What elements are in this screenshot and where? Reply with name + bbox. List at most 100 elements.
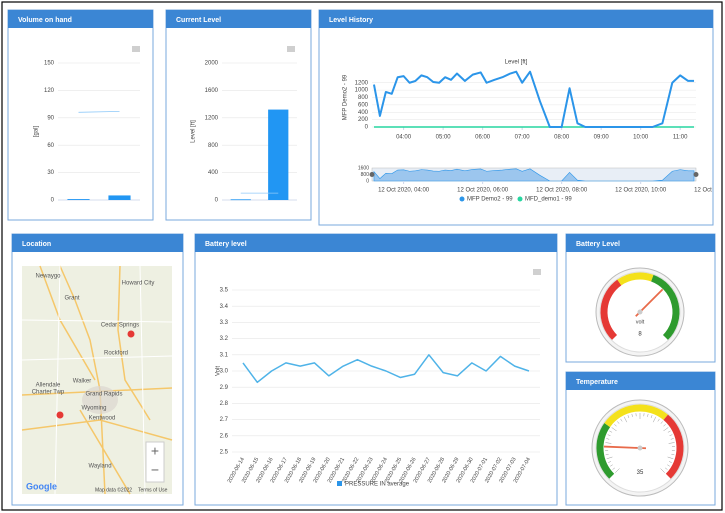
navigator-handle[interactable] xyxy=(369,172,375,177)
y-tick-label: 120 xyxy=(44,88,55,94)
navigator-y-label: 0 xyxy=(366,178,369,184)
gauge-tick xyxy=(623,416,628,423)
series-line xyxy=(242,354,530,384)
gauge-tick xyxy=(614,424,617,427)
gauge-tick xyxy=(617,421,620,424)
legend-label[interactable]: MFP Demo2 - 99 xyxy=(467,197,513,203)
legend-label[interactable]: PRESSURE IN average xyxy=(345,482,410,488)
place-label: Wyoming xyxy=(82,406,107,412)
gauge-tick xyxy=(609,430,613,433)
map-pin[interactable] xyxy=(56,411,64,419)
gauge-tick xyxy=(650,415,653,419)
panel xyxy=(194,233,558,506)
x-tick-label: 05:00 xyxy=(436,135,452,141)
gauge-pivot xyxy=(637,309,643,315)
panel-header xyxy=(195,234,557,252)
navigator-tick-label: 12 Oct 2020, 10:00 xyxy=(615,188,667,194)
y-tick-label: 400 xyxy=(208,170,219,176)
y-tick-label: 200 xyxy=(358,117,369,123)
city-area xyxy=(82,386,118,414)
y-tick-label: 3.2 xyxy=(220,336,229,342)
gauge-tick xyxy=(652,416,657,423)
gauge-tick xyxy=(615,468,620,473)
y-tick-label: 2.6 xyxy=(220,433,229,439)
panel-header xyxy=(566,234,715,252)
gauge-unit: volt xyxy=(636,319,645,325)
gauge-tick xyxy=(660,468,665,473)
y-tick-label: 2000 xyxy=(205,61,219,67)
navigator-tick-label: 12 Oct 2020, 12:00 xyxy=(694,188,725,194)
gauge-tick xyxy=(605,442,612,444)
legend-marker[interactable] xyxy=(337,481,342,486)
navigator-y-label: 1600 xyxy=(358,165,369,171)
y-tick-label: 2.7 xyxy=(220,417,229,423)
place-label: Cedar Springs xyxy=(101,323,139,329)
panel-header xyxy=(566,372,715,390)
gauge-tick xyxy=(660,421,663,424)
x-tick-label: 11:00 xyxy=(673,135,688,141)
panel-title: Battery Level xyxy=(576,241,620,248)
y-tick-label: 800 xyxy=(358,95,369,101)
navigator-tick-label: 12 Oct 2020, 08:00 xyxy=(536,188,588,194)
gauge-tick xyxy=(608,461,612,463)
gauge-pivot xyxy=(637,445,643,451)
map-attribution: Map data ©2022 xyxy=(95,486,132,493)
panel-title: Battery level xyxy=(205,241,247,248)
y-tick-label: 3.4 xyxy=(220,304,229,310)
zoom-out[interactable]: − xyxy=(151,462,159,478)
panel-header xyxy=(8,10,153,28)
gauge-tick xyxy=(671,453,675,456)
y-tick-label: 1200 xyxy=(355,80,369,86)
panel-header xyxy=(12,234,183,252)
x-tick-label: 04:00 xyxy=(396,135,412,141)
y-tick-label: 3.5 xyxy=(220,288,229,294)
panel-title: Current Level xyxy=(176,17,221,24)
map-logo: Google xyxy=(26,481,57,491)
y-axis-label: Level [ft] xyxy=(191,120,197,143)
y-tick-label: 1200 xyxy=(205,115,219,121)
y-tick-label: 3.3 xyxy=(220,320,229,326)
gauge-tick xyxy=(669,434,673,436)
bar xyxy=(268,109,289,200)
panel-title: Location xyxy=(22,241,51,248)
map-pin[interactable] xyxy=(127,330,135,338)
legend-marker[interactable] xyxy=(517,196,523,202)
chart-subtitle: Level [ft] xyxy=(505,60,528,66)
place-label: Charter Twp xyxy=(32,390,65,396)
place-label: Kentwood xyxy=(89,416,116,422)
legend-label[interactable]: MFD_demo1 - 99 xyxy=(525,197,572,203)
y-tick-label: 2.9 xyxy=(220,385,229,391)
zoom-in[interactable]: + xyxy=(151,443,159,459)
gauge-tick xyxy=(610,464,613,467)
panel-header xyxy=(319,10,713,28)
navigator-handle[interactable] xyxy=(693,172,699,177)
y-axis-label: MFP Demo2 - 99 xyxy=(343,74,349,120)
gauge-tick xyxy=(627,415,630,419)
bar xyxy=(108,195,131,200)
gauge-tick xyxy=(664,467,668,470)
legend-marker[interactable] xyxy=(459,196,465,202)
gauge-tick xyxy=(631,413,633,417)
navigator-area xyxy=(373,168,695,182)
y-tick-label: 600 xyxy=(358,102,369,108)
y-tick-label: 2.8 xyxy=(220,401,229,407)
map-terms[interactable]: Terms of Use xyxy=(138,487,168,493)
gauge-band xyxy=(663,414,684,479)
y-tick-label: 3.1 xyxy=(220,352,229,358)
place-label: Rockford xyxy=(104,351,128,357)
y-tick-label: 1000 xyxy=(355,88,369,94)
x-tick-label: 06:00 xyxy=(475,135,491,141)
gauge-tick xyxy=(647,413,649,417)
gauge-tick xyxy=(605,453,609,456)
gauge-tick xyxy=(667,430,671,433)
gauge-tick xyxy=(607,434,611,436)
y-axis-label: Volt xyxy=(216,366,222,376)
y-tick-label: 0 xyxy=(365,125,369,131)
navigator-axis: 12 Oct 2020, 04:00 12 Oct 2020, 06:00 12 O… xyxy=(378,181,725,194)
place-label: Howard City xyxy=(122,281,155,287)
y-tick-label: 1600 xyxy=(205,88,219,94)
y-tick-label: 3.0 xyxy=(220,369,229,375)
gauge-band xyxy=(617,272,654,286)
gauge-band xyxy=(596,423,615,479)
